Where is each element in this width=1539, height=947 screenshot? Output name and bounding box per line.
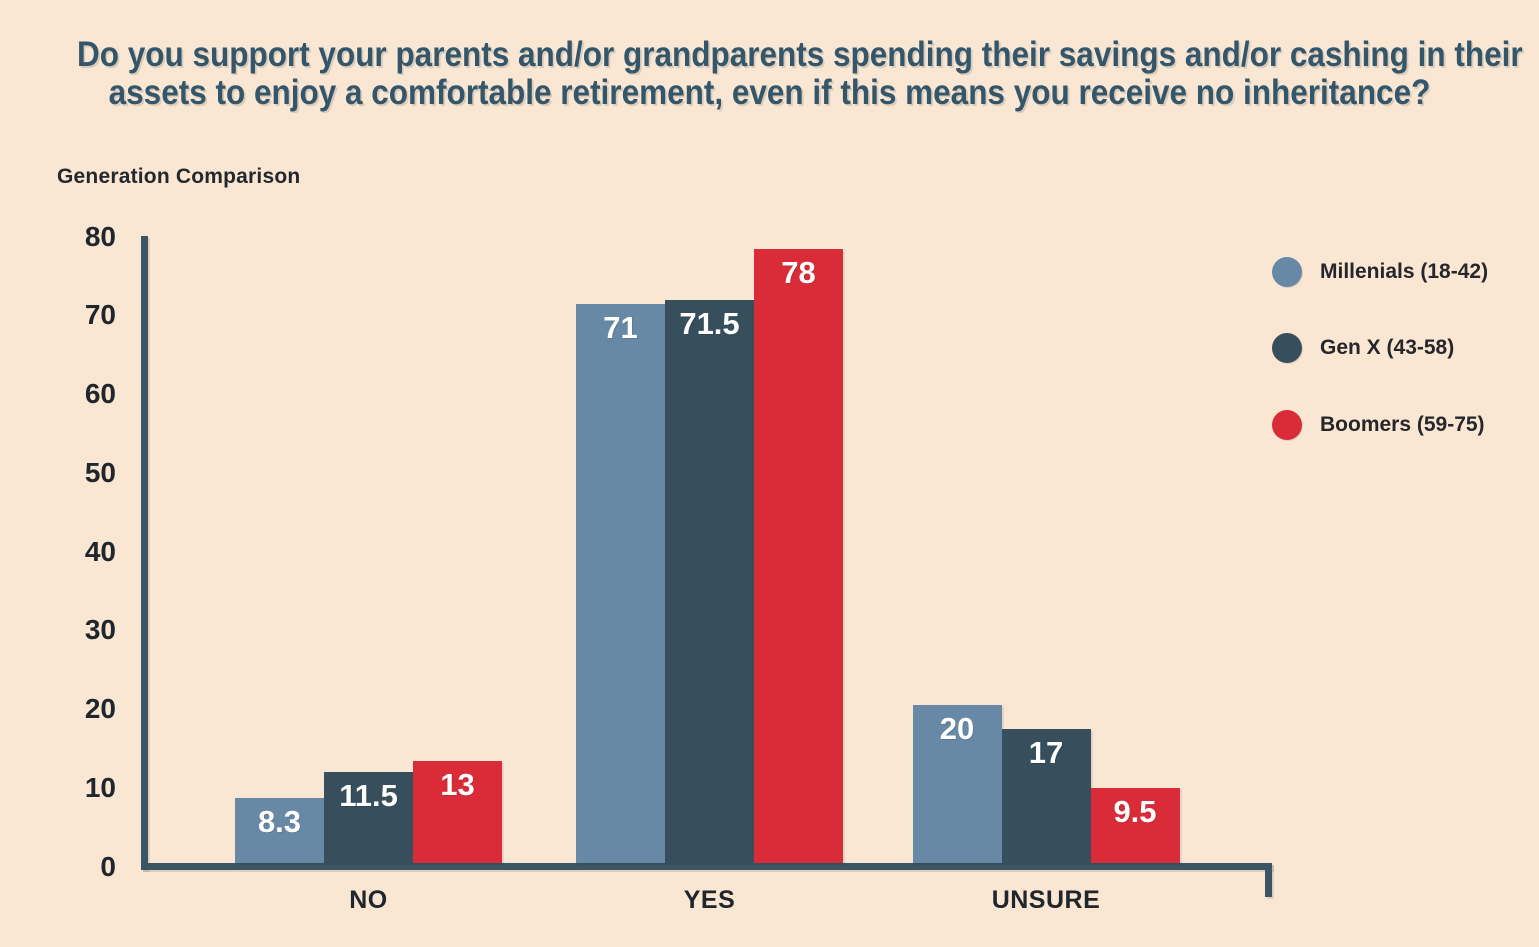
bar-no-genx: 11.5 [324, 772, 413, 863]
y-tick-label-10: 10 [84, 771, 116, 803]
bar-value-label: 13 [440, 767, 475, 802]
legend-swatch-circle [1272, 257, 1302, 287]
y-tick-label-70: 70 [84, 299, 116, 331]
x-category-label-yes: YES [683, 886, 736, 914]
bar-no-millenials: 8.3 [235, 798, 324, 863]
bar-yes-genx: 71.5 [665, 300, 754, 863]
legend-label: Millenials (18-42) [1320, 260, 1489, 283]
bar-unsure-genx: 17 [1001, 729, 1091, 863]
bar-value-label: 20 [939, 711, 975, 746]
legend-swatch-circle [1272, 410, 1302, 440]
legend-swatch-circle [1272, 333, 1302, 363]
x-axis-line [141, 863, 1272, 870]
bar-value-label: 11.5 [339, 778, 398, 813]
legend-label: Gen X (43-58) [1320, 336, 1455, 359]
chart-title-line1: Do you support your parents and/or grand… [76, 35, 1523, 74]
y-tick-label-40: 40 [84, 535, 116, 567]
y-tick-label-30: 30 [84, 614, 116, 646]
bar-value-label: 9.5 [1113, 794, 1157, 829]
legend-label: Boomers (59-75) [1320, 413, 1485, 436]
y-tick-label-80: 80 [84, 220, 116, 252]
x-category-label-unsure: UNSURE [991, 886, 1101, 914]
bar-no-boomers: 13 [413, 761, 502, 863]
y-tick-label-60: 60 [84, 378, 116, 409]
bar-value-label: 8.3 [257, 804, 302, 839]
bar-value-label: 71 [603, 310, 638, 345]
y-tick-label-20: 20 [84, 693, 116, 724]
chart-subtitle: Generation Comparison [57, 165, 301, 188]
chart-title: Do you support your parents and/or grand… [0, 36, 1539, 112]
bar-yes-millenials: 71 [576, 304, 665, 863]
x-axis-end-tick [1265, 863, 1272, 897]
y-axis-line [141, 236, 148, 870]
bar-value-label: 71.5 [679, 306, 740, 341]
chart-title-line2: assets to enjoy a comfortable retirement… [108, 73, 1431, 112]
y-tick-label-50: 50 [84, 456, 116, 488]
x-category-label-no: NO [349, 886, 388, 914]
bar-value-label: 17 [1028, 735, 1064, 770]
bar-value-label: 78 [781, 255, 816, 290]
bar-yes-boomers: 78 [754, 249, 843, 863]
bar-unsure-boomers: 9.5 [1090, 788, 1180, 863]
y-tick-label-0: 0 [100, 850, 116, 882]
bar-unsure-millenials: 20 [912, 705, 1002, 863]
